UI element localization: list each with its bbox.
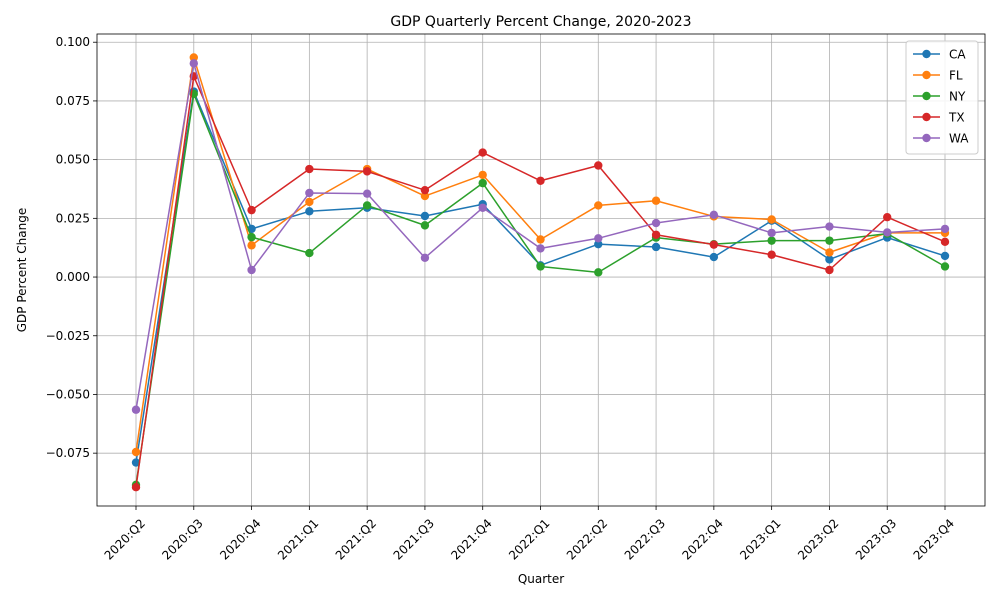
data-point — [305, 207, 314, 216]
y-tick-label: 0.025 — [56, 211, 90, 225]
x-axis-label: Quarter — [518, 572, 564, 586]
data-point — [247, 241, 256, 250]
data-point — [362, 167, 372, 176]
data-point — [709, 210, 719, 220]
data-point — [536, 262, 545, 271]
data-point — [420, 253, 430, 262]
legend-item-fl: FL — [913, 69, 963, 83]
data-point — [305, 248, 314, 258]
y-tick-label: 0.050 — [56, 153, 90, 167]
data-point — [594, 161, 603, 170]
data-point — [883, 212, 892, 222]
legend-box — [905, 40, 979, 155]
data-point — [767, 215, 776, 224]
data-point — [883, 228, 892, 237]
y-tick-label: 0.100 — [56, 35, 90, 49]
data-point — [305, 188, 314, 198]
data-point — [247, 205, 256, 215]
data-point — [651, 242, 661, 252]
data-point — [189, 59, 198, 68]
data-point — [594, 234, 603, 243]
legend-item-wa: WA — [913, 132, 969, 146]
data-point — [940, 251, 950, 261]
data-point — [767, 228, 776, 238]
data-point — [767, 236, 776, 245]
data-point — [767, 250, 776, 259]
data-point — [478, 148, 487, 157]
legend-label: WA — [949, 132, 969, 146]
y-tick-label: −0.025 — [46, 329, 90, 343]
data-point — [825, 236, 834, 245]
legend-item-ca: CA — [913, 48, 966, 62]
data-point — [420, 221, 430, 230]
data-point — [825, 222, 834, 231]
data-point — [709, 240, 719, 249]
y-axis-ticks: −0.075 −0.050 −0.025 0.000 0.025 0.050 0.075 0.… — [46, 35, 97, 460]
legend-label: CA — [949, 48, 966, 62]
data-point — [131, 405, 141, 414]
data-point — [825, 255, 834, 264]
legend-label: TX — [948, 111, 965, 125]
legend-marker — [922, 133, 931, 143]
data-point — [420, 191, 430, 201]
y-tick-label: −0.075 — [46, 446, 90, 460]
data-point — [189, 53, 198, 62]
data-point — [478, 178, 487, 188]
legend: CA FL NY TX WA — [905, 40, 979, 155]
data-point — [651, 196, 661, 205]
data-point — [131, 458, 141, 467]
legend-marker — [922, 49, 931, 59]
data-point — [940, 237, 950, 247]
legend-marker — [922, 70, 931, 80]
data-point — [536, 176, 545, 185]
series-tx — [131, 72, 950, 492]
data-point — [420, 185, 430, 195]
data-point — [594, 239, 603, 249]
chart-title: GDP Quarterly Percent Change, 2020-2023 — [390, 14, 691, 30]
data-point — [594, 268, 603, 277]
data-point — [594, 201, 603, 210]
data-point — [247, 232, 256, 242]
data-point — [478, 170, 487, 180]
legend-item-ny: NY — [913, 90, 966, 104]
data-point — [940, 224, 950, 234]
data-point — [247, 265, 256, 275]
data-point — [131, 483, 141, 492]
data-point — [305, 197, 314, 207]
legend-label: NY — [949, 90, 966, 104]
y-axis-label: GDP Percent Change — [15, 208, 29, 333]
legend-marker — [922, 112, 931, 122]
y-tick-label: 0.075 — [56, 94, 90, 108]
data-point — [709, 252, 719, 262]
series-wa — [131, 59, 950, 414]
data-point — [305, 164, 314, 174]
legend-item-tx: TX — [913, 111, 965, 125]
y-tick-label: 0.000 — [56, 270, 90, 284]
series-group — [131, 53, 950, 492]
data-point — [825, 265, 834, 275]
data-point — [651, 218, 661, 228]
data-point — [536, 235, 545, 244]
legend-marker — [922, 91, 931, 101]
data-point — [536, 244, 545, 253]
data-point — [362, 189, 372, 198]
data-point — [362, 201, 372, 210]
y-tick-label: −0.050 — [46, 387, 90, 401]
plot-frame — [96, 33, 986, 507]
data-point — [651, 230, 661, 239]
data-point — [940, 262, 950, 271]
data-point — [420, 211, 430, 221]
data-point — [825, 248, 834, 257]
legend-label: FL — [949, 69, 963, 83]
data-point — [478, 203, 487, 212]
data-point — [131, 447, 141, 457]
